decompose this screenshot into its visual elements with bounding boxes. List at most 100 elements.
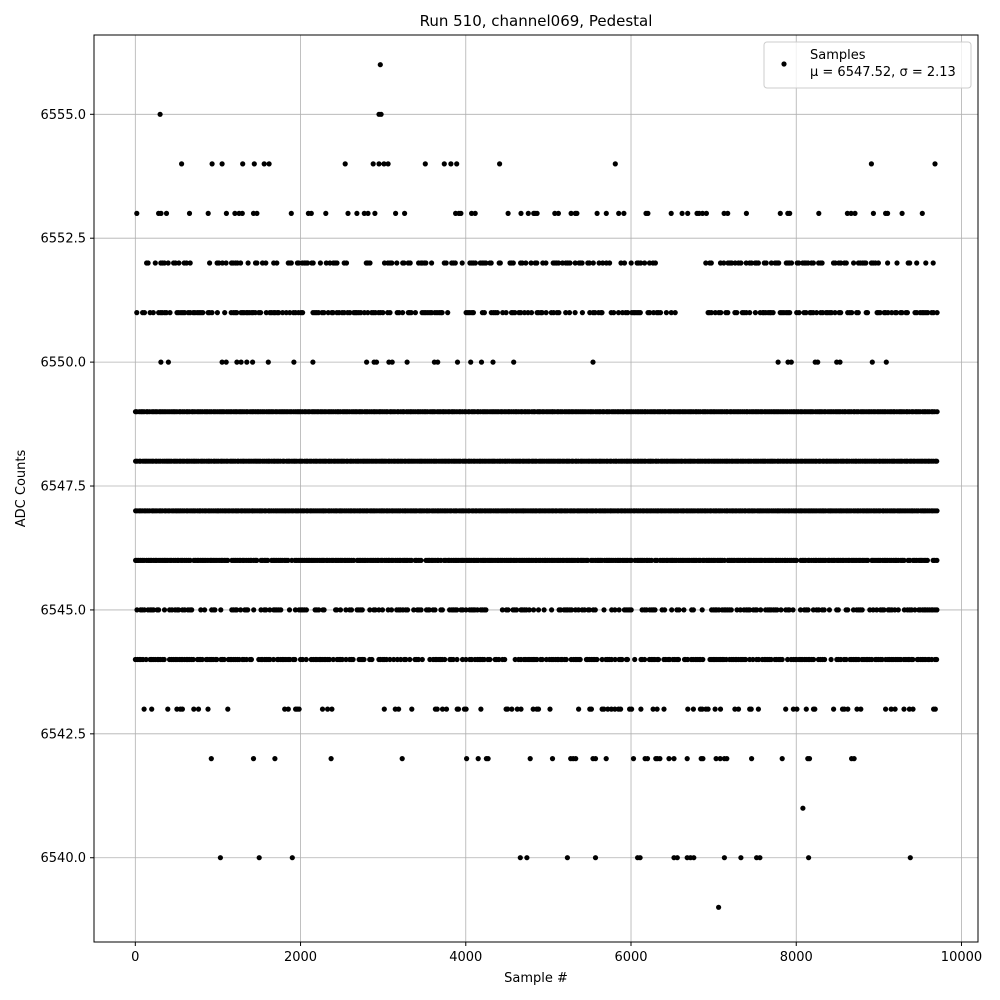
- data-point: [703, 260, 709, 266]
- data-point: [434, 706, 440, 712]
- data-point: [347, 310, 353, 316]
- data-point: [934, 409, 940, 415]
- data-point: [790, 607, 796, 613]
- data-point: [828, 656, 834, 663]
- data-point: [378, 111, 384, 117]
- data-point: [205, 706, 211, 712]
- x-tick-label: 0: [131, 950, 139, 965]
- data-point: [490, 359, 496, 365]
- data-point: [637, 310, 643, 316]
- data-point: [455, 706, 462, 712]
- data-point: [543, 310, 549, 316]
- data-point: [624, 656, 631, 663]
- data-point: [422, 161, 428, 167]
- data-point: [300, 656, 306, 663]
- data-point: [699, 210, 706, 216]
- data-point: [534, 210, 540, 216]
- data-point: [592, 310, 598, 316]
- data-point: [381, 706, 387, 712]
- data-point: [601, 607, 607, 613]
- data-point: [265, 359, 271, 365]
- data-point: [505, 706, 511, 712]
- data-point: [599, 310, 605, 316]
- data-point: [145, 260, 151, 266]
- data-point: [848, 210, 854, 216]
- data-point: [737, 607, 744, 613]
- chart-title: Run 510, channel069, Pedestal: [420, 12, 653, 30]
- data-point: [214, 310, 220, 316]
- data-point: [207, 260, 213, 266]
- data-point: [910, 656, 916, 663]
- data-point: [402, 210, 408, 216]
- data-point: [934, 607, 940, 613]
- x-axis-label: Sample #: [504, 971, 568, 986]
- data-point: [535, 607, 542, 613]
- data-point: [567, 260, 573, 266]
- data-point: [605, 706, 611, 712]
- data-point: [844, 210, 851, 216]
- data-point: [161, 607, 168, 613]
- data-point: [483, 607, 489, 613]
- data-point: [167, 310, 173, 316]
- data-point: [527, 756, 533, 762]
- data-point: [899, 310, 905, 316]
- data-point: [217, 855, 223, 861]
- data-point: [317, 260, 323, 266]
- data-point: [899, 210, 905, 216]
- data-point: [454, 656, 460, 663]
- data-point: [888, 706, 894, 712]
- data-point: [470, 310, 476, 316]
- data-point: [387, 656, 393, 663]
- data-point: [274, 260, 280, 266]
- data-point: [514, 706, 520, 712]
- data-point: [573, 756, 579, 762]
- data-point: [615, 310, 622, 316]
- data-point: [497, 161, 503, 167]
- data-point: [611, 310, 617, 316]
- data-point: [794, 706, 800, 712]
- data-point: [365, 210, 371, 216]
- data-point: [770, 310, 776, 316]
- data-point: [219, 260, 225, 266]
- data-point: [814, 310, 820, 316]
- data-point: [895, 607, 901, 613]
- data-point: [234, 310, 240, 316]
- data-point: [581, 607, 588, 613]
- axis-ticks: 0 2000 4000 6000 8000 10000 6540.0 6542.5 6545.0…: [41, 108, 983, 965]
- data-point: [787, 210, 793, 216]
- data-point: [359, 607, 365, 613]
- data-point: [186, 210, 193, 216]
- data-point: [752, 310, 759, 316]
- data-point: [863, 260, 869, 266]
- data-point: [816, 607, 822, 613]
- data-point: [800, 805, 806, 811]
- data-point: [637, 855, 643, 861]
- data-point: [763, 260, 769, 266]
- data-point: [149, 706, 155, 712]
- data-point: [783, 706, 789, 712]
- data-point: [505, 607, 511, 613]
- data-point: [632, 656, 638, 663]
- data-point: [319, 706, 326, 712]
- data-point: [223, 359, 229, 365]
- data-point: [859, 607, 865, 613]
- data-point: [205, 210, 211, 216]
- data-point: [334, 607, 340, 613]
- data-point: [835, 607, 841, 613]
- data-point: [488, 260, 494, 266]
- data-point: [358, 310, 364, 316]
- data-point: [191, 706, 197, 712]
- data-point: [586, 607, 593, 613]
- data-point: [534, 260, 540, 266]
- data-point: [541, 607, 547, 613]
- data-point: [796, 310, 802, 316]
- data-point: [547, 706, 553, 712]
- data-point: [270, 656, 277, 663]
- data-point: [458, 210, 464, 216]
- data-point: [725, 210, 731, 216]
- data-point: [531, 607, 537, 613]
- data-point: [487, 656, 493, 663]
- data-point: [426, 607, 432, 613]
- data-point: [910, 706, 916, 712]
